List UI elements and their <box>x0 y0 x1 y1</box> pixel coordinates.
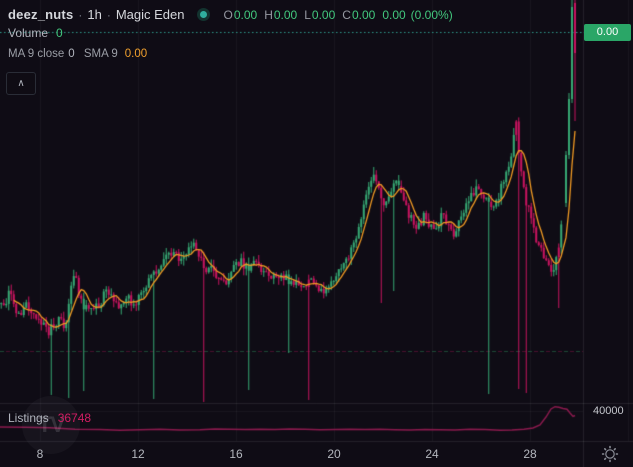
market-status-icon <box>196 8 210 21</box>
time-axis-label: 28 <box>523 447 537 461</box>
listings-value: 36748 <box>57 411 92 425</box>
tradingview-watermark-logo: TV <box>22 396 80 454</box>
change-value: 0.00 <box>382 7 406 22</box>
time-axis-label: 24 <box>425 447 439 461</box>
chart-header: deez_nuts · 1h · Magic Eden O 0.00 H 0.00 … <box>8 7 453 22</box>
open-value: 0.00 <box>233 7 258 22</box>
axis-settings-gear-icon[interactable] <box>598 444 622 464</box>
ma-indicator-row: MA 9 close 0 SMA 9 0.00 <box>8 48 147 60</box>
volume-indicator-row: Volume 0 <box>8 26 63 40</box>
symbol-button[interactable]: deez_nuts <box>8 7 74 22</box>
low-label: L <box>304 7 311 22</box>
low-value: 0.00 <box>311 7 336 22</box>
ma-value: 0 <box>68 48 75 60</box>
close-label: C <box>342 7 351 22</box>
ohlc-readout: O 0.00 H 0.00 L 0.00 C 0.00 0.00 (0.00%) <box>224 8 453 22</box>
time-axis-label: 8 <box>36 447 44 461</box>
chevron-up-icon: ∧ <box>17 78 25 89</box>
change-percent: (0.00%) <box>410 7 453 22</box>
listings-axis-label: 40000 <box>593 405 624 417</box>
high-label: H <box>264 7 273 22</box>
time-axis-label: 20 <box>327 447 341 461</box>
market-label[interactable]: Magic Eden <box>115 7 185 22</box>
volume-value: 0 <box>56 26 63 40</box>
interval-button[interactable]: 1h <box>87 7 102 22</box>
sma-value: 0.00 <box>124 48 148 60</box>
open-label: O <box>223 7 233 22</box>
separator-dot: · <box>106 7 111 22</box>
ma-label: MA 9 close <box>8 48 65 60</box>
volume-label: Volume <box>8 26 49 40</box>
time-axis-label: 16 <box>229 447 243 461</box>
time-axis-label: 12 <box>131 447 145 461</box>
high-value: 0.00 <box>273 7 298 22</box>
separator-dot: · <box>78 7 83 22</box>
sma-label: SMA 9 <box>83 48 118 60</box>
listings-label: Listings <box>8 411 49 425</box>
collapse-indicators-button[interactable]: ∧ <box>6 72 36 95</box>
close-value: 0.00 <box>351 7 376 22</box>
last-price-badge: 0.00 <box>584 24 631 41</box>
time-axis[interactable]: 8 12 16 20 24 28 <box>0 441 633 467</box>
listings-indicator-row: Listings 36748 <box>8 411 91 425</box>
